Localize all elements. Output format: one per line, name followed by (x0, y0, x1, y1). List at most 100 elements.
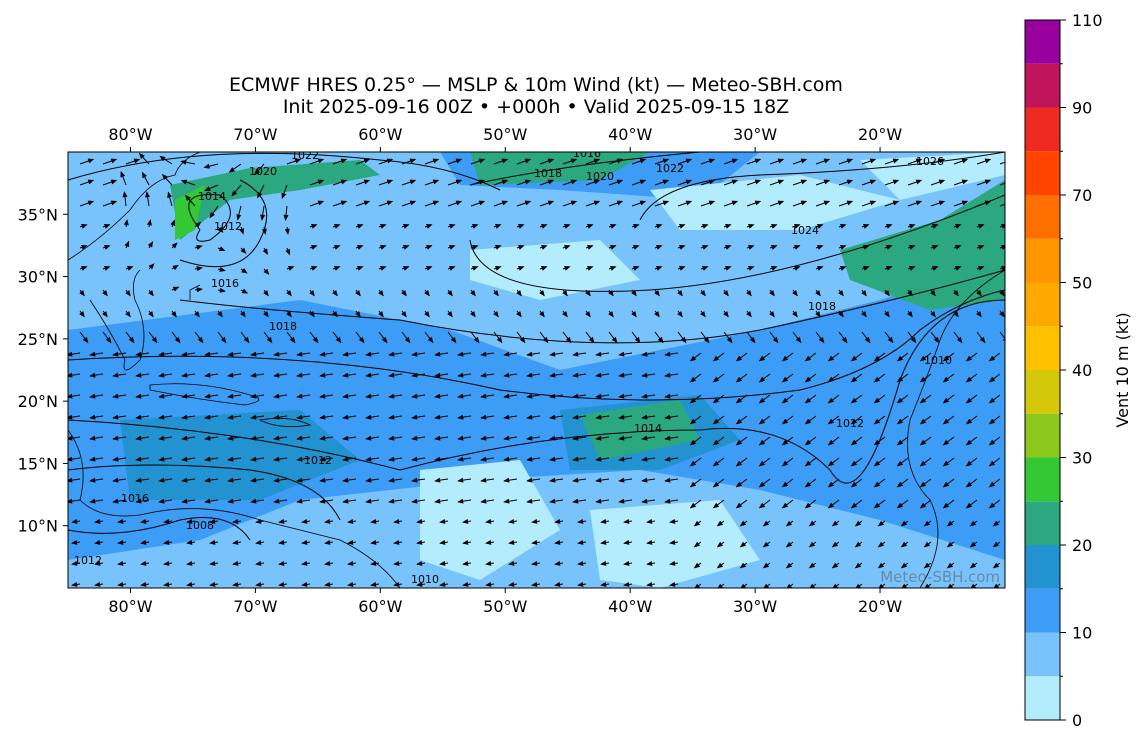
wind-head (480, 351, 487, 357)
wind-head (455, 200, 463, 206)
wind-head (708, 158, 716, 164)
wind-head (273, 414, 280, 420)
isobar-label: 1012 (214, 220, 242, 233)
wind-head (273, 393, 280, 399)
wind-head (524, 200, 532, 206)
wind-head (197, 336, 204, 344)
wind-head (685, 200, 693, 206)
wind-head (135, 456, 142, 462)
wind-head (735, 502, 743, 509)
wind-head (250, 498, 257, 504)
wind-head (892, 158, 900, 164)
wind-head (827, 502, 835, 509)
wind-head (910, 336, 917, 344)
wind-head (102, 311, 108, 318)
wind-head (503, 435, 510, 441)
wind-head (646, 539, 653, 545)
wind-head (992, 520, 1000, 527)
wind-head (209, 581, 216, 587)
wind-head (887, 336, 894, 344)
wind-head (554, 518, 561, 524)
wind-head (808, 520, 816, 527)
wind-head (81, 223, 88, 229)
wind-head (946, 562, 954, 569)
wind-head (827, 418, 835, 425)
wind-head (158, 456, 165, 462)
lat-label: 30°N (18, 268, 58, 287)
wind-head (263, 290, 269, 297)
wind-head (646, 581, 653, 587)
wind-head (363, 158, 371, 164)
wind-head (388, 435, 395, 441)
wind-head (817, 223, 824, 229)
wind-head (861, 290, 867, 297)
wind-head (148, 290, 154, 297)
wind-head (712, 502, 720, 509)
wind-head (296, 351, 303, 357)
wind-head (976, 290, 982, 297)
wind-head (531, 539, 538, 545)
wind-head (689, 460, 697, 467)
wind-head (827, 376, 835, 383)
wind-head (254, 169, 261, 176)
wind-head (403, 244, 410, 250)
wind-head (600, 560, 607, 566)
wind-head (357, 223, 364, 229)
wind-head (112, 393, 119, 399)
wind-head (241, 268, 248, 274)
wind-head (68, 477, 73, 483)
wind-head (416, 581, 423, 587)
wind-head (250, 456, 257, 462)
wind-head (462, 539, 469, 545)
wind-head (311, 244, 318, 250)
isobar-label: 1012 (304, 454, 332, 467)
wind-head (232, 581, 239, 587)
wind-head (735, 376, 743, 383)
wind-head (731, 158, 739, 164)
wind-head (518, 223, 525, 229)
wind-head (716, 541, 724, 548)
lat-label: 35°N (18, 205, 58, 224)
wind-head (112, 456, 119, 462)
wind-head (112, 477, 119, 483)
wind-head (386, 179, 394, 185)
wind-head (357, 244, 364, 250)
wind-head (301, 581, 308, 587)
wind-head (846, 179, 854, 185)
wind-head (669, 560, 676, 566)
wind-head (296, 414, 303, 420)
wind-head (794, 265, 801, 271)
wind-head (342, 372, 349, 378)
wind-head (411, 393, 418, 399)
wind-head (209, 211, 215, 219)
wind-head (662, 158, 670, 164)
wind-head (938, 200, 946, 206)
colorbar-label: Vent 10 m (kt) (1113, 312, 1132, 427)
wind-head (478, 200, 486, 206)
wind-head (689, 397, 697, 404)
wind-head (332, 290, 338, 297)
isobar-label: 1016 (573, 147, 601, 160)
wind-head (286, 311, 292, 318)
wind-head (758, 460, 766, 467)
wind-head (167, 191, 173, 198)
wind-head (572, 498, 579, 504)
wind-head (702, 265, 709, 271)
wind-head (434, 414, 441, 420)
wind-head (204, 393, 211, 399)
wind-head (204, 456, 211, 462)
wind-head (762, 520, 770, 527)
wind-head (712, 355, 720, 362)
wind-head (255, 581, 262, 587)
wind-head (301, 560, 308, 566)
wind-head (726, 336, 733, 344)
wind-head (342, 393, 349, 399)
wind-head (319, 435, 326, 441)
wind-head (531, 560, 538, 566)
wind-head (508, 560, 515, 566)
wind-head (878, 583, 885, 588)
wind-head (792, 290, 798, 297)
wind-head (763, 583, 770, 588)
wind-head (693, 520, 701, 527)
wind-head (725, 223, 732, 229)
